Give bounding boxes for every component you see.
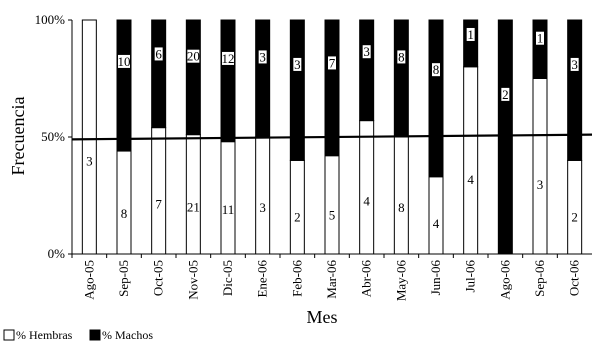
legend-swatch-hembras: [3, 329, 15, 341]
bar-machos: [324, 19, 340, 157]
y-axis-label: Frecuencia: [8, 97, 28, 176]
legend-swatch-machos: [89, 329, 101, 341]
data-label-hembras: 3: [537, 177, 544, 192]
y-tick-label: 50%: [41, 129, 65, 144]
legend-label-hembras: % Hembras: [16, 328, 73, 342]
bar-hembras: [255, 136, 271, 255]
data-label-box-machos: [466, 27, 475, 41]
x-tick-label: Feb-06: [289, 260, 304, 297]
data-label-box-machos: [154, 47, 163, 61]
bar-machos: [289, 19, 305, 161]
x-tick-label: Ene-06: [255, 260, 270, 298]
data-label-machos: 3: [363, 44, 370, 59]
bar-machos: [567, 19, 583, 161]
x-tick-label: Nov-05: [185, 260, 200, 300]
bar-hembras: [532, 78, 548, 255]
data-label-machos: 12: [222, 51, 235, 66]
data-label-hembras: 3: [259, 200, 266, 215]
bar-hembras: [324, 155, 340, 255]
bar-hembras: [393, 136, 409, 255]
x-tick-label: Ago-06: [497, 260, 512, 300]
bar-machos: [393, 19, 409, 138]
data-label-box-machos: [501, 87, 510, 101]
data-label-hembras: 4: [363, 194, 370, 209]
data-label-hembras: 4: [433, 216, 440, 231]
x-tick-label: Jul-06: [463, 260, 478, 293]
data-label-machos: 1: [467, 27, 474, 42]
legend: % Hembras % Machos: [3, 328, 153, 342]
data-label-box-machos: [187, 49, 200, 63]
bar-hembras: [463, 66, 479, 255]
x-tick-label: Sep-05: [116, 260, 131, 297]
bar-machos: [255, 19, 271, 138]
data-label-box-machos: [293, 57, 302, 71]
x-tick-label: Jun-06: [428, 260, 443, 296]
data-label-machos: 6: [155, 46, 162, 61]
bar-machos: [151, 19, 167, 129]
data-label-box-machos: [328, 56, 336, 70]
bar-hembras: [151, 127, 167, 255]
bar-hembras: [220, 141, 236, 255]
reference-line: [71, 133, 592, 141]
data-label-machos: 3: [259, 49, 266, 64]
data-label-box-machos: [536, 31, 544, 45]
data-label-hembras: 8: [398, 200, 405, 215]
bar-hembras: [185, 134, 201, 255]
bar-machos: [116, 19, 132, 152]
x-tick-label: Oct-06: [567, 260, 582, 297]
data-label-box-machos: [570, 57, 579, 71]
bar-hembras: [116, 150, 132, 255]
x-tick-label: Mar-06: [324, 260, 339, 299]
x-axis-label: Mes: [307, 307, 338, 327]
data-label-hembras: 21: [187, 199, 200, 214]
x-tick-label: May-06: [393, 260, 408, 302]
bar-hembras: [81, 19, 97, 255]
y-tick-label: 0%: [48, 246, 66, 261]
x-tick-label: Abr-06: [359, 260, 374, 298]
data-label-machos: 2: [502, 87, 509, 102]
x-tick-label: Ago-05: [81, 260, 96, 300]
bar-machos: [428, 19, 444, 178]
x-tick-label: Dic-05: [220, 260, 235, 296]
data-label-hembras: 8: [121, 206, 128, 221]
bar-machos: [185, 19, 201, 136]
data-label-machos: 8: [398, 49, 405, 64]
data-label-box-machos: [222, 51, 234, 65]
data-label-box-machos: [432, 63, 440, 77]
legend-label-machos: % Machos: [102, 328, 153, 342]
y-axis-title: Frecuencia: [8, 97, 28, 176]
data-label-machos: 20: [187, 49, 200, 64]
data-label-machos: 7: [329, 55, 336, 70]
plot-area: 0%50%100%3Ago-05810Sep-0576Oct-052120Nov…: [35, 12, 592, 301]
bar-machos: [532, 19, 548, 79]
x-tick-label: Sep-06: [532, 260, 547, 297]
data-label-box-machos: [118, 54, 130, 68]
x-tick-label: Oct-05: [151, 260, 166, 296]
bar-hembras: [289, 159, 305, 255]
bar-hembras: [359, 120, 375, 255]
data-label-machos: 1: [537, 31, 544, 46]
data-label-machos: 10: [118, 54, 131, 69]
bar-machos: [220, 19, 236, 143]
data-label-hembras: 4: [467, 172, 474, 187]
data-label-box-machos: [362, 45, 371, 59]
y-tick-label: 100%: [35, 12, 66, 27]
data-label-hembras: 3: [86, 153, 93, 168]
data-label-hembras: 11: [222, 202, 235, 217]
bar-machos: [359, 19, 375, 122]
data-label-machos: 8: [433, 62, 440, 77]
data-label-hembras: 5: [329, 208, 336, 223]
data-label-machos: 3: [294, 57, 301, 72]
data-label-hembras: 2: [294, 210, 301, 225]
bar-machos: [497, 19, 513, 255]
bar-hembras: [567, 159, 583, 255]
data-label-hembras: 2: [571, 210, 578, 225]
data-label-hembras: 7: [155, 196, 162, 211]
data-label-box-machos: [397, 50, 406, 64]
data-label-machos: 3: [571, 57, 578, 72]
data-label-box-machos: [258, 50, 267, 64]
